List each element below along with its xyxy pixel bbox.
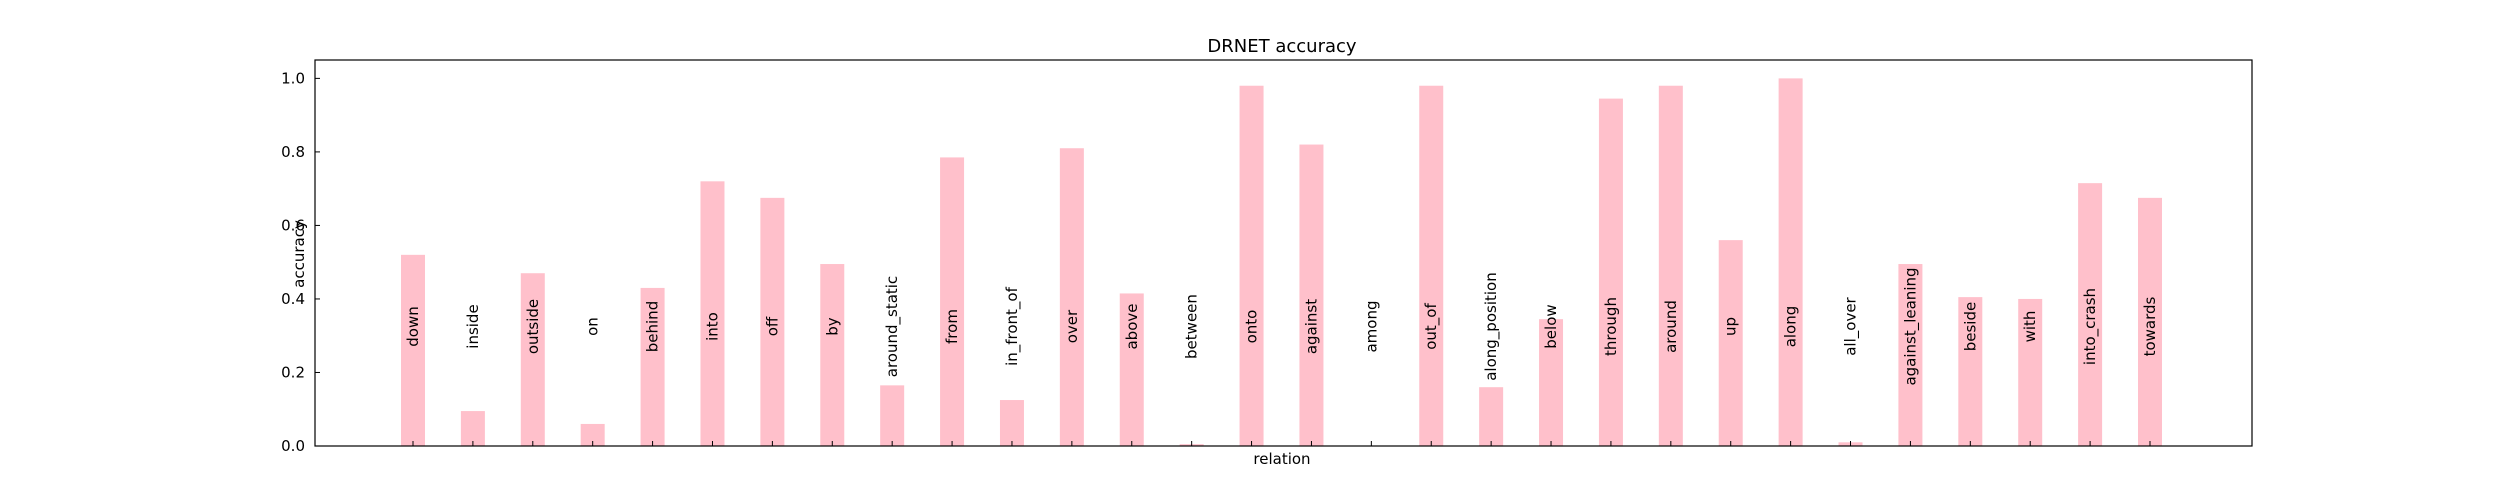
bar-below <box>1539 319 1564 446</box>
bar-beside <box>1958 297 1983 446</box>
category-label-from: from <box>943 309 961 344</box>
y-axis-group: 0.0 0.2 0.4 0.6 0.8 1.0 <box>281 69 320 455</box>
y-tick-label-2: 0.4 <box>281 290 305 308</box>
y-tick-label-1: 0.2 <box>281 363 305 381</box>
category-label-up: up <box>1722 317 1740 336</box>
bar-around_static <box>880 385 905 446</box>
category-label-by: by <box>823 317 841 336</box>
category-label-against_leaning: against_leaning <box>1901 267 1920 385</box>
bars-group <box>401 78 2162 447</box>
category-label-around_static: around_static <box>883 276 902 377</box>
category-label-into: into <box>703 312 721 341</box>
category-label-over: over <box>1063 309 1081 343</box>
bar-onto <box>1239 85 1264 446</box>
category-label-down: down <box>404 306 422 346</box>
category-label-all_over: all_over <box>1842 296 1861 355</box>
bar-off <box>760 197 785 446</box>
y-tick-label-4: 0.8 <box>281 143 305 161</box>
category-label-behind: behind <box>644 301 662 352</box>
bar-inside <box>460 411 485 446</box>
category-label-beside: beside <box>1961 302 1979 351</box>
y-tick-label-5: 1.0 <box>281 69 305 87</box>
category-label-along: along <box>1782 306 1800 348</box>
category-label-above: above <box>1123 304 1141 350</box>
category-label-against: against <box>1302 299 1320 354</box>
category-label-between: between <box>1183 294 1201 359</box>
bar-through <box>1598 98 1623 446</box>
y-tick-label-0: 0.0 <box>281 437 305 455</box>
category-label-towards: towards <box>2141 296 2159 356</box>
category-label-off: off <box>763 316 781 336</box>
category-label-inside: inside <box>464 304 482 348</box>
bar-down <box>401 254 425 446</box>
category-labels-group: down inside outside on behind into off by around… <box>404 267 2159 385</box>
category-label-with: with <box>2021 311 2039 343</box>
bar-in_front_of <box>999 400 1024 446</box>
bar-against <box>1299 144 1324 447</box>
category-label-below: below <box>1542 304 1560 348</box>
y-tick-label-3: 0.6 <box>281 216 305 234</box>
category-label-among: among <box>1362 301 1380 353</box>
bar-towards <box>2138 197 2162 446</box>
bar-from <box>940 157 965 446</box>
category-label-along_position: along_position <box>1482 272 1501 380</box>
bar-by <box>820 264 845 446</box>
category-label-in_front_of: in_front_of <box>1003 286 1022 366</box>
bar-out_of <box>1419 85 1444 446</box>
bar-on <box>580 423 605 446</box>
plot-frame <box>314 59 2253 447</box>
category-label-outside: outside <box>524 299 542 354</box>
bar-against_leaning <box>1898 264 1923 446</box>
bar-into_crash <box>2078 183 2103 446</box>
bar-into <box>700 181 725 447</box>
category-label-around: around <box>1662 300 1680 353</box>
x-axis-label: relation <box>1253 450 1310 468</box>
bar-outside <box>520 273 545 446</box>
category-label-through: through <box>1602 297 1620 356</box>
category-label-out_of: out_of <box>1422 303 1441 350</box>
bar-with <box>2018 298 2043 446</box>
x-ticks-group <box>412 441 2151 446</box>
bar-above <box>1119 293 1144 446</box>
bar-along_position <box>1479 387 1504 446</box>
category-label-into_crash: into_crash <box>2081 288 2100 365</box>
bar-behind <box>640 287 665 446</box>
bar-over <box>1059 148 1084 446</box>
chart-title: DRNET accuracy <box>1207 36 1356 57</box>
bar-along <box>1778 78 1803 446</box>
category-label-onto: onto <box>1243 310 1261 344</box>
bar-around <box>1658 85 1683 446</box>
y-axis-label: accuracy <box>290 220 308 288</box>
category-label-on: on <box>584 317 602 336</box>
bar-up <box>1718 240 1743 446</box>
